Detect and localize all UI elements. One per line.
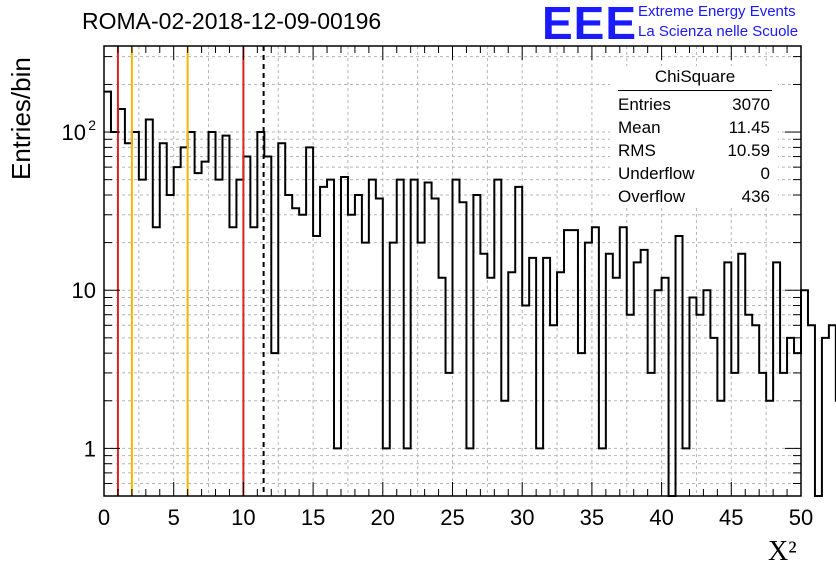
stats-value: 3070 (732, 95, 770, 114)
stats-label: Entries (618, 95, 671, 114)
stats-value: 11.45 (728, 118, 770, 137)
y-tick-label: 10 (72, 278, 96, 303)
stats-row-mean: Mean 11.45 (610, 116, 778, 139)
x-tick-label: 20 (371, 505, 395, 530)
y-tick-label: 1 (84, 436, 96, 461)
x-tick-label: 25 (440, 505, 464, 530)
stats-label: RMS (618, 141, 656, 160)
y-axis-label: Entries/bin (6, 57, 36, 180)
chart-title: ROMA-02-2018-12-09-00196 (82, 8, 382, 34)
eee-logo: EEE (542, 0, 638, 49)
stats-label: Underflow (618, 164, 695, 183)
stats-box: ChiSquare Entries 3070 Mean 11.45 RMS 10… (610, 66, 778, 208)
stats-value: 436 (741, 187, 770, 206)
x-tick-label: 30 (510, 505, 534, 530)
stats-row-overflow: Overflow 436 (610, 185, 778, 208)
x-tick-label: 5 (168, 505, 180, 530)
stats-label: Mean (618, 118, 661, 137)
stats-value: 0 (760, 164, 770, 183)
x-tick-label: 0 (98, 505, 110, 530)
x-tick-label: 50 (789, 505, 813, 530)
x-tick-label: 15 (301, 505, 325, 530)
stats-value: 10.59 (727, 141, 770, 160)
logo-tagline-1: Extreme Energy Events (638, 3, 796, 20)
x-tick-label: 35 (580, 505, 604, 530)
stats-row-underflow: Underflow 0 (610, 162, 778, 185)
stats-title: ChiSquare (618, 66, 772, 91)
y-tick-label: 10 (62, 120, 86, 145)
x-tick-label: 45 (719, 505, 743, 530)
x-tick-label: 40 (649, 505, 673, 530)
y-tick-label-exponent: 2 (88, 117, 96, 133)
logo-tagline-2: La Scienza nelle Scuole (638, 23, 799, 40)
x-tick-label: 10 (231, 505, 255, 530)
stats-row-entries: Entries 3070 (610, 93, 778, 116)
stats-row-rms: RMS 10.59 (610, 139, 778, 162)
x-axis-label: X² (768, 536, 797, 567)
histogram-line (104, 90, 836, 497)
stats-label: Overflow (618, 187, 686, 206)
